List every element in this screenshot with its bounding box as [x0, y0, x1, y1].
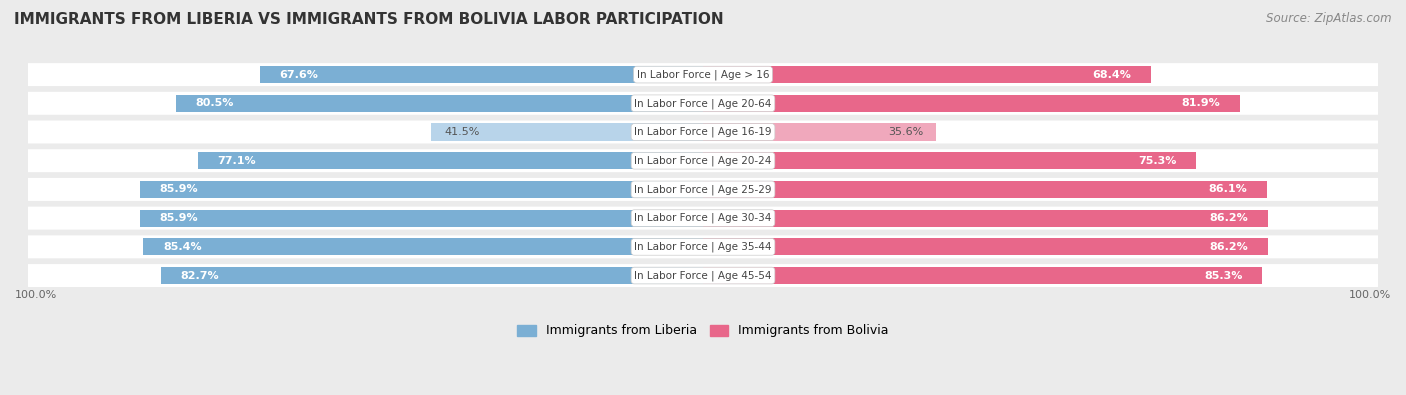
- Text: 100.0%: 100.0%: [15, 290, 58, 300]
- Bar: [703, 238, 1268, 256]
- Bar: [703, 209, 1268, 227]
- Bar: [703, 152, 1197, 169]
- Text: Source: ZipAtlas.com: Source: ZipAtlas.com: [1267, 12, 1392, 25]
- Bar: [703, 181, 1267, 198]
- Bar: [162, 267, 703, 284]
- Text: In Labor Force | Age 20-24: In Labor Force | Age 20-24: [634, 156, 772, 166]
- FancyBboxPatch shape: [28, 63, 1378, 86]
- Bar: [260, 66, 703, 83]
- Text: In Labor Force | Age > 16: In Labor Force | Age > 16: [637, 70, 769, 80]
- Bar: [703, 95, 1240, 112]
- Text: IMMIGRANTS FROM LIBERIA VS IMMIGRANTS FROM BOLIVIA LABOR PARTICIPATION: IMMIGRANTS FROM LIBERIA VS IMMIGRANTS FR…: [14, 12, 724, 27]
- Text: 77.1%: 77.1%: [218, 156, 256, 166]
- Text: 75.3%: 75.3%: [1139, 156, 1177, 166]
- Bar: [176, 95, 703, 112]
- FancyBboxPatch shape: [28, 264, 1378, 287]
- Text: 100.0%: 100.0%: [1348, 290, 1391, 300]
- FancyBboxPatch shape: [28, 235, 1378, 258]
- Text: In Labor Force | Age 45-54: In Labor Force | Age 45-54: [634, 270, 772, 281]
- Bar: [703, 66, 1152, 83]
- FancyBboxPatch shape: [28, 120, 1378, 143]
- FancyBboxPatch shape: [28, 178, 1378, 201]
- Text: In Labor Force | Age 30-34: In Labor Force | Age 30-34: [634, 213, 772, 224]
- Bar: [703, 267, 1263, 284]
- Text: 82.7%: 82.7%: [181, 271, 219, 280]
- Text: 41.5%: 41.5%: [444, 127, 479, 137]
- Text: In Labor Force | Age 20-64: In Labor Force | Age 20-64: [634, 98, 772, 109]
- Bar: [143, 238, 703, 256]
- Bar: [703, 123, 936, 141]
- FancyBboxPatch shape: [28, 92, 1378, 115]
- Text: 67.6%: 67.6%: [280, 70, 319, 80]
- Text: 86.2%: 86.2%: [1209, 213, 1249, 223]
- FancyBboxPatch shape: [28, 207, 1378, 229]
- Text: In Labor Force | Age 35-44: In Labor Force | Age 35-44: [634, 242, 772, 252]
- Text: 85.3%: 85.3%: [1204, 271, 1243, 280]
- Text: 81.9%: 81.9%: [1181, 98, 1220, 108]
- Text: In Labor Force | Age 25-29: In Labor Force | Age 25-29: [634, 184, 772, 195]
- Text: 85.9%: 85.9%: [160, 213, 198, 223]
- Text: 80.5%: 80.5%: [195, 98, 233, 108]
- Bar: [432, 123, 703, 141]
- Text: 85.4%: 85.4%: [163, 242, 201, 252]
- Bar: [198, 152, 703, 169]
- Text: 35.6%: 35.6%: [889, 127, 924, 137]
- Text: 86.2%: 86.2%: [1209, 242, 1249, 252]
- Legend: Immigrants from Liberia, Immigrants from Bolivia: Immigrants from Liberia, Immigrants from…: [512, 320, 894, 342]
- Bar: [141, 181, 703, 198]
- Text: In Labor Force | Age 16-19: In Labor Force | Age 16-19: [634, 127, 772, 137]
- FancyBboxPatch shape: [28, 149, 1378, 172]
- Text: 85.9%: 85.9%: [160, 184, 198, 194]
- Bar: [141, 209, 703, 227]
- Text: 86.1%: 86.1%: [1209, 184, 1247, 194]
- Text: 68.4%: 68.4%: [1092, 70, 1132, 80]
